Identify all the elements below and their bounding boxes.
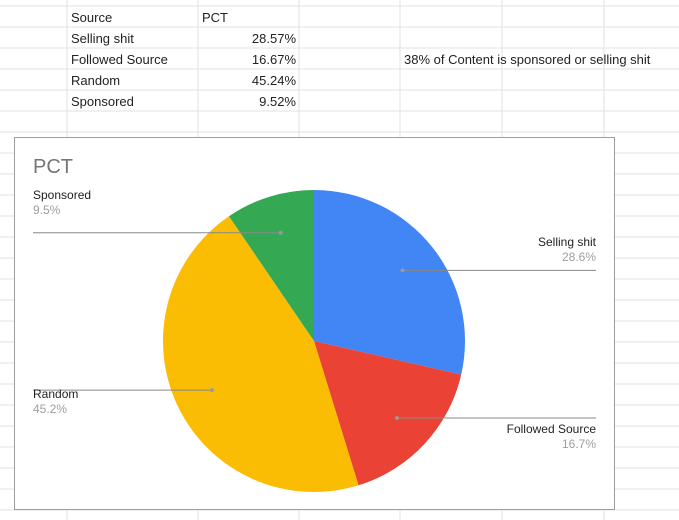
label-selling: Selling shit bbox=[537, 235, 596, 249]
pct-selling: 28.6% bbox=[561, 250, 596, 264]
chart-title: PCT bbox=[33, 156, 73, 178]
pct-sponsored: 9.5% bbox=[33, 203, 61, 217]
leader-dot bbox=[400, 268, 405, 273]
pie-slice-2 bbox=[163, 216, 359, 492]
label-sponsored: Sponsored bbox=[33, 188, 92, 202]
pct-followed: 16.7% bbox=[561, 437, 596, 451]
note-cell[interactable]: 38% of Content is sponsored or selling s… bbox=[404, 52, 651, 67]
label-random: Random bbox=[33, 387, 79, 401]
source-cell[interactable]: Sponsored bbox=[71, 94, 134, 109]
label-followed: Followed Source bbox=[506, 422, 596, 436]
pie-slice-1 bbox=[314, 341, 462, 486]
leader-dot bbox=[278, 230, 283, 235]
pct-random: 45.2% bbox=[33, 402, 68, 416]
source-cell[interactable]: Selling shit bbox=[71, 31, 134, 46]
pie-svg bbox=[33, 190, 596, 492]
leader-dot bbox=[209, 388, 214, 393]
pie-slice-3 bbox=[228, 190, 314, 341]
source-cell[interactable]: Random bbox=[71, 73, 121, 88]
header-source[interactable]: Source bbox=[71, 10, 113, 25]
pct-cell[interactable]: 45.24% bbox=[251, 73, 296, 88]
pct-cell[interactable]: 16.67% bbox=[251, 52, 296, 67]
pie-slice-0 bbox=[314, 190, 465, 375]
leader-dot bbox=[395, 416, 400, 421]
source-cell[interactable]: Followed Source bbox=[71, 52, 168, 67]
pie-chart[interactable]: PCT Sponsored 9.5% Selling shit 28.6% Ra… bbox=[14, 137, 615, 510]
pct-cell[interactable]: 9.52% bbox=[259, 94, 296, 109]
pct-cell[interactable]: 28.57% bbox=[251, 31, 296, 46]
header-pct[interactable]: PCT bbox=[202, 10, 228, 25]
